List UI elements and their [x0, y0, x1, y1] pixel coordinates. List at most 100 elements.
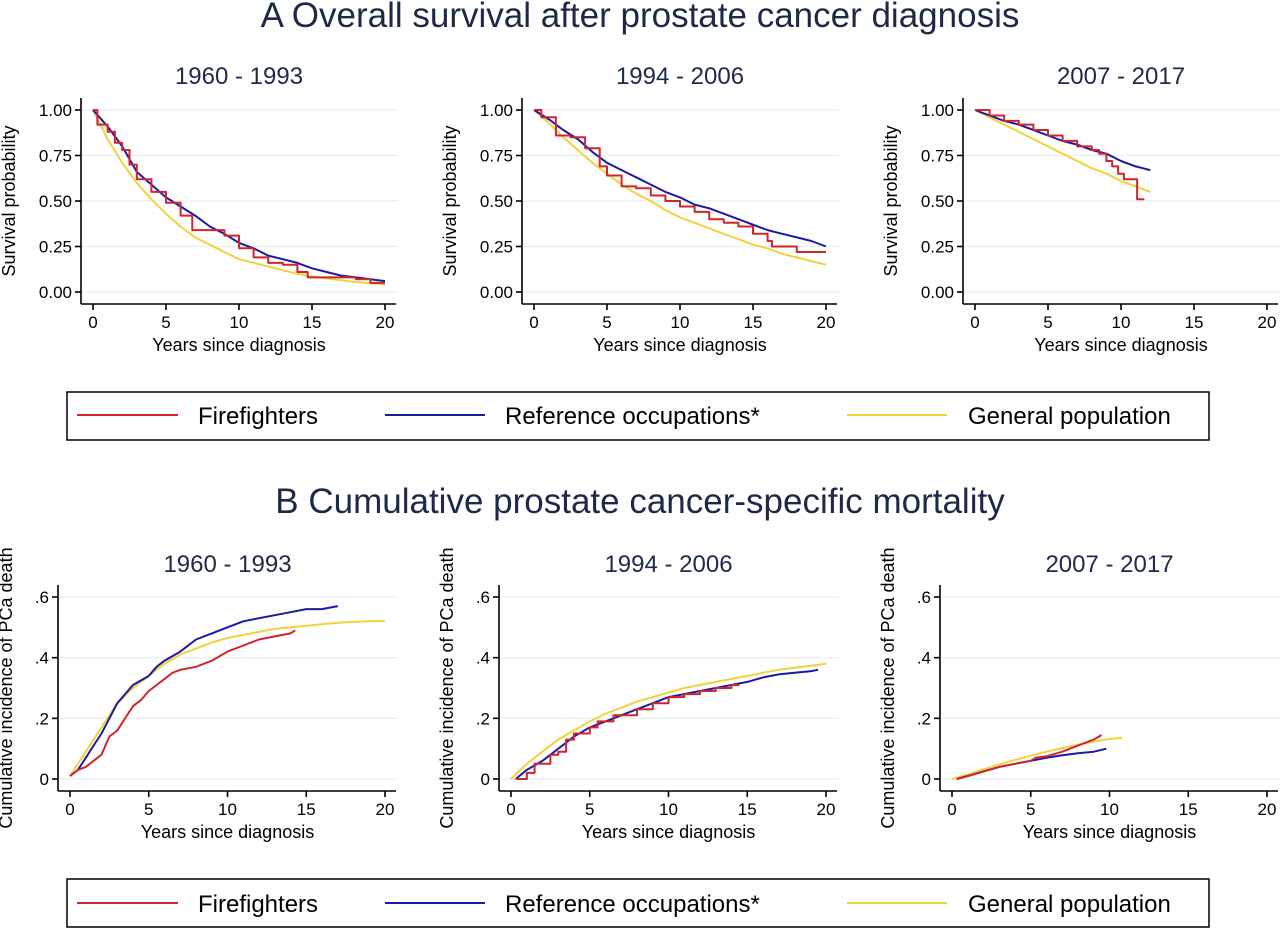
y-tick-label: 0.25: [39, 238, 72, 257]
panel-title: 1994 - 2006: [616, 63, 744, 90]
series-firefighters: [975, 109, 1145, 201]
legend-a-label-firefighters: Firefighters: [198, 403, 318, 430]
y-tick-label: 0.00: [39, 283, 72, 302]
panel-a-2: 1994 - 2006 0.00 0.25 0.50 0.75 1.00 0 5 10 15 20 Y…: [440, 63, 839, 355]
x-tick-label: 20: [817, 800, 836, 819]
section-b-title: B Cumulative prostate cancer-specific mo…: [275, 482, 1005, 521]
legend-a-frame: [66, 391, 1210, 441]
series-reference: [515, 668, 819, 780]
series-general: [510, 662, 827, 780]
panel-title: 1960 - 1993: [175, 63, 303, 90]
x-tick-label: 5: [161, 313, 170, 332]
y-tick-label: .6: [35, 588, 49, 607]
y-tick-label: 0.75: [480, 147, 513, 166]
panel-a-3: 2007 - 2017 0.00 0.25 0.50 0.75 1.00 0 5 10 15 20 Y…: [881, 63, 1280, 355]
x-tick-label: 0: [65, 800, 74, 819]
y-tick-label: 1.00: [480, 101, 513, 120]
y-axis-label: Cumulative incidence of PCa death: [878, 547, 898, 828]
y-tick-label: .4: [476, 649, 490, 668]
y-tick-label: 0.25: [480, 238, 513, 257]
legend-a-label-general: General population: [968, 403, 1171, 430]
y-tick-label: 0.75: [921, 147, 954, 166]
x-axis-label: Years since diagnosis: [1034, 335, 1207, 355]
panel-a-1: 1960 - 1993 0.00 0.25 0.50 0.75 1.00 0 5 10 15 20 Y…: [0, 63, 398, 355]
legend-b-label-general: General population: [968, 891, 1171, 918]
y-tick-label: .6: [917, 588, 931, 607]
x-tick-label: 0: [947, 800, 956, 819]
legend-b-label-firefighters: Firefighters: [198, 891, 318, 918]
y-tick-label: .2: [476, 709, 490, 728]
x-axis-label: Years since diagnosis: [141, 822, 314, 842]
y-axis-label: Survival probability: [0, 125, 19, 276]
series-general: [951, 736, 1123, 780]
y-tick-label: 1.00: [39, 101, 72, 120]
x-tick-label: 5: [144, 800, 153, 819]
x-tick-label: 15: [297, 800, 316, 819]
y-tick-label: .4: [917, 649, 931, 668]
x-tick-label: 10: [1100, 800, 1119, 819]
series-firefighters: [93, 109, 385, 284]
x-axis-label: Years since diagnosis: [1023, 822, 1196, 842]
legend-a-label-reference: Reference occupations*: [505, 403, 760, 430]
x-axis-label: Years since diagnosis: [593, 335, 766, 355]
x-tick-label: 5: [585, 800, 594, 819]
x-tick-label: 5: [1026, 800, 1035, 819]
series-general: [974, 109, 1151, 193]
panel-title: 1960 - 1993: [163, 551, 291, 578]
series-general: [69, 619, 386, 777]
panel-title: 2007 - 2017: [1045, 551, 1173, 578]
y-tick-label: 0: [922, 770, 931, 789]
x-tick-label: 0: [506, 800, 515, 819]
x-tick-label: 10: [230, 313, 249, 332]
section-a-title: A Overall survival after prostate cancer…: [261, 0, 1020, 35]
series-general: [533, 109, 827, 266]
y-tick-label: 1.00: [921, 101, 954, 120]
legend-b-label-reference: Reference occupations*: [505, 891, 760, 918]
series-reference: [533, 109, 827, 248]
x-tick-label: 10: [1112, 313, 1131, 332]
legend-b: Firefighters Reference occupations* Gene…: [66, 878, 1210, 928]
x-tick-label: 20: [1258, 313, 1277, 332]
legend-b-frame: [66, 878, 1210, 928]
y-tick-label: .6: [476, 588, 490, 607]
series-general: [92, 109, 386, 286]
series-firefighters: [956, 734, 1103, 780]
y-tick-label: 0: [40, 770, 49, 789]
x-tick-label: 10: [218, 800, 237, 819]
x-axis-label: Years since diagnosis: [152, 335, 325, 355]
x-axis-label: Years since diagnosis: [582, 822, 755, 842]
x-tick-label: 0: [970, 313, 979, 332]
y-axis-label: Cumulative incidence of PCa death: [437, 547, 457, 828]
panel-title: 2007 - 2017: [1057, 63, 1185, 90]
panel-b-2: 1994 - 2006 0 .2 .4 .6 0 5 10 15 20 Years since di…: [437, 547, 839, 842]
y-tick-label: 0.50: [921, 192, 954, 211]
x-tick-label: 0: [88, 313, 97, 332]
series-reference: [956, 747, 1107, 780]
y-tick-label: .2: [35, 709, 49, 728]
x-tick-label: 15: [738, 800, 757, 819]
legend-a: Firefighters Reference occupations* Gene…: [66, 391, 1210, 441]
y-axis-label: Cumulative incidence of PCa death: [0, 547, 16, 828]
series-reference: [92, 109, 386, 283]
panel-b-3: 2007 - 2017 0 .2 .4 .6 0 5 10 15 20 Years since di…: [878, 547, 1280, 842]
y-axis-label: Survival probability: [440, 125, 460, 276]
y-tick-label: 0.50: [39, 192, 72, 211]
y-tick-label: 0.00: [480, 283, 513, 302]
y-tick-label: .2: [917, 709, 931, 728]
x-tick-label: 20: [376, 313, 395, 332]
x-tick-label: 5: [1043, 313, 1052, 332]
x-tick-label: 15: [744, 313, 763, 332]
x-tick-label: 10: [671, 313, 690, 332]
x-tick-label: 20: [1258, 800, 1277, 819]
x-tick-label: 5: [602, 313, 611, 332]
series-firefighters: [69, 629, 296, 777]
x-tick-label: 0: [529, 313, 538, 332]
y-tick-label: 0.50: [480, 192, 513, 211]
x-tick-label: 20: [376, 800, 395, 819]
x-tick-label: 10: [659, 800, 678, 819]
y-tick-label: .4: [35, 649, 49, 668]
y-tick-label: 0: [481, 770, 490, 789]
x-tick-label: 15: [303, 313, 322, 332]
